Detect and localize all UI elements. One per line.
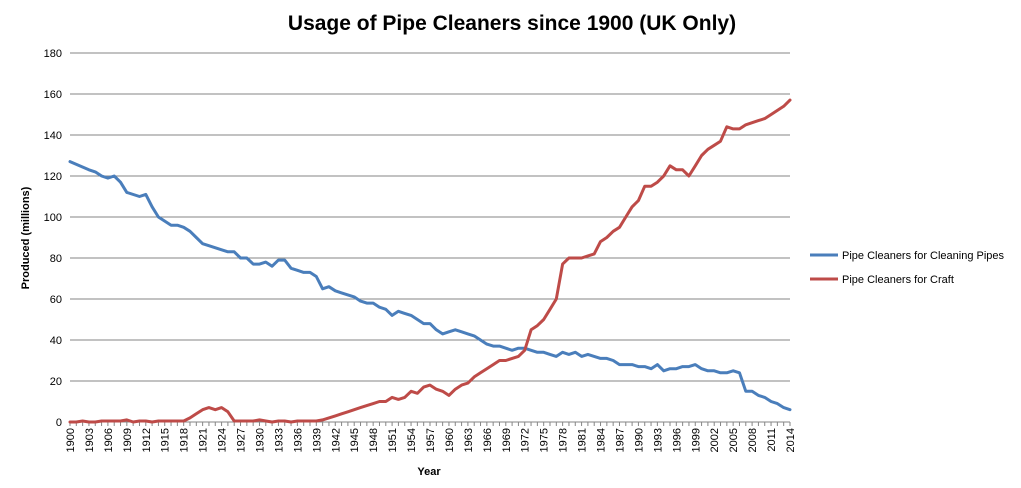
legend-label: Pipe Cleaners for Cleaning Pipes [842, 250, 1005, 262]
x-tick-label: 1990 [633, 428, 645, 452]
x-tick-label: 1969 [501, 428, 513, 452]
x-tick-label: 2002 [709, 428, 721, 452]
x-tick-label: 1951 [387, 428, 399, 452]
legend: Pipe Cleaners for Cleaning Pipes Pipe Cle… [810, 250, 1005, 286]
x-tick-label: 2008 [747, 428, 759, 452]
x-tick-label: 1906 [103, 428, 115, 452]
gridlines [70, 52, 790, 382]
x-tick-label: 1987 [614, 428, 626, 452]
x-tick-label: 1924 [217, 428, 229, 452]
x-tick-label: 1939 [311, 428, 323, 452]
x-tick-label: 1975 [539, 428, 551, 452]
x-tick-label: 1999 [690, 428, 702, 452]
x-tick-label: 1963 [463, 428, 475, 452]
y-tick-label: 40 [50, 335, 62, 347]
x-tick-label: 1957 [425, 428, 437, 452]
y-tick-label: 100 [44, 212, 62, 224]
x-tick-label: 1960 [444, 428, 456, 452]
x-tick-label: 1948 [368, 428, 380, 452]
x-tick-label: 2014 [785, 428, 797, 452]
x-tick-label: 1921 [198, 428, 210, 452]
x-tick-label: 1933 [273, 428, 285, 452]
y-tick-label: 160 [44, 89, 62, 101]
x-tick-label: 1996 [671, 428, 683, 452]
x-tick-label: 1936 [292, 428, 304, 452]
x-tick-label: 1927 [236, 428, 248, 452]
x-tick-label: 1912 [141, 428, 153, 452]
y-axis-ticks: 0 20 40 60 80 100 120 140 160 180 [44, 48, 62, 429]
x-tick-label: 1978 [558, 428, 570, 452]
x-tick-label: 1945 [349, 428, 361, 452]
x-tick-label: 1900 [65, 428, 77, 452]
x-tick-label: 2011 [766, 428, 778, 452]
series-lines [68, 98, 792, 424]
y-tick-label: 60 [50, 294, 62, 306]
series-line-2 [68, 98, 792, 424]
series-line-1 [68, 160, 792, 412]
x-axis-ticks: 1900 1903 1906 1909 1912 1915 1918 1921 1924 1927… [65, 422, 797, 452]
y-tick-label: 20 [50, 376, 62, 388]
x-tick-label: 1903 [84, 428, 96, 452]
x-tick-label: 1966 [482, 428, 494, 452]
y-tick-label: 180 [44, 48, 62, 60]
y-tick-label: 0 [56, 417, 62, 429]
legend-label: Pipe Cleaners for Craft [842, 274, 954, 286]
y-tick-label: 140 [44, 130, 62, 142]
x-tick-label: 1918 [179, 428, 191, 452]
x-tick-label: 1954 [406, 428, 418, 452]
x-tick-label: 1972 [520, 428, 532, 452]
x-tick-label: 1942 [330, 428, 342, 452]
x-tick-label: 1981 [577, 428, 589, 452]
x-tick-label: 1993 [652, 428, 664, 452]
x-tick-label: 1909 [122, 428, 134, 452]
y-tick-label: 80 [50, 253, 62, 265]
x-tick-label: 1930 [254, 428, 266, 452]
y-tick-label: 120 [44, 171, 62, 183]
x-axis-title: Year [417, 466, 441, 478]
x-tick-label: 2005 [728, 428, 740, 452]
x-tick-label: 1984 [596, 428, 608, 452]
x-tick-label: 1915 [160, 428, 172, 452]
chart-title: Usage of Pipe Cleaners since 1900 (UK On… [288, 12, 736, 35]
y-axis-title: Produced (millions) [20, 186, 32, 289]
